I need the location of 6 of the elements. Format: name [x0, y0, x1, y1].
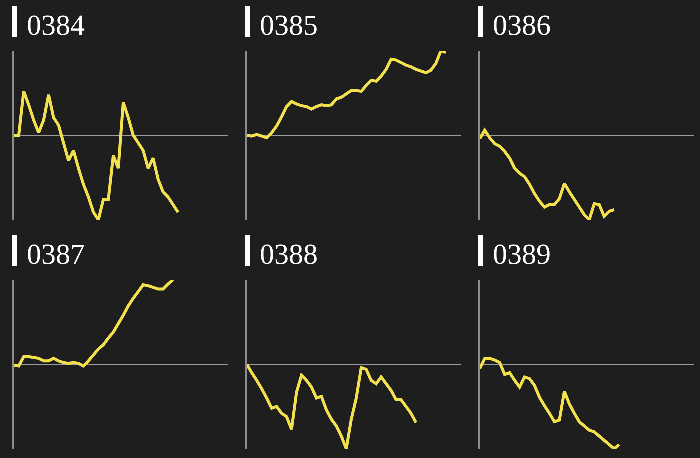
chart-title: 0389 — [493, 239, 551, 272]
chart-title: 0387 — [27, 239, 85, 272]
chart-title: 0385 — [260, 10, 318, 42]
chart-title: 0386 — [493, 10, 551, 42]
chart-title: 0384 — [27, 10, 86, 42]
chart-title: 0388 — [260, 239, 318, 272]
